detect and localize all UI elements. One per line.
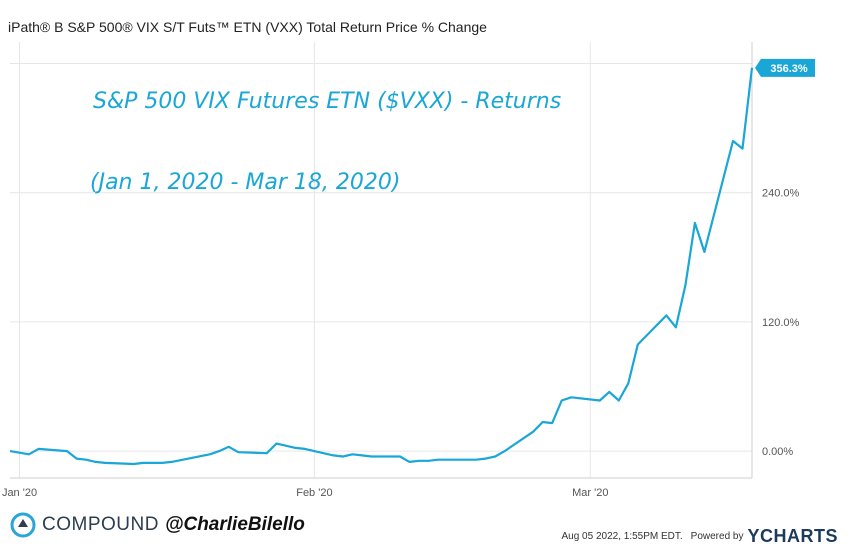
x-tick-label: Jan '20	[2, 487, 37, 499]
y-tick-label: 0.00%	[762, 446, 793, 458]
annotation-line-2: (Jan 1, 2020 - Mar 18, 2020)	[90, 170, 400, 195]
timestamp: Aug 05 2022, 1:55PM EDT.	[561, 531, 683, 542]
compound-branding: COMPOUND @CharlieBilello	[10, 510, 305, 540]
y-tick-label: 120.0%	[762, 317, 800, 329]
ycharts-logo: YCHARTS	[747, 526, 838, 546]
author-handle: @CharlieBilello	[164, 514, 305, 535]
last-value-label: 356.3%	[770, 63, 808, 75]
chart-title: iPath® B S&P 500® VIX S/T Futs™ ETN (VXX…	[8, 19, 487, 35]
series-line	[9, 67, 754, 466]
y-tick-label: 240.0%	[762, 188, 800, 200]
ycharts-footer: Aug 05 2022, 1:55PM EDT. Powered by YCHA…	[561, 526, 838, 547]
annotation-line-1: S&P 500 VIX Futures ETN ($VXX) - Returns	[93, 89, 561, 114]
last-value-badge: 356.3%	[755, 58, 815, 77]
x-tick-label: Mar '20	[572, 487, 608, 499]
compound-logo-icon	[10, 512, 36, 538]
x-tick-label: Feb '20	[296, 487, 332, 499]
grid-lines	[10, 42, 752, 478]
powered-by-text: Powered by	[690, 531, 744, 542]
compound-brand-text: COMPOUND	[42, 514, 159, 535]
axes	[10, 42, 753, 479]
last-value-badge-bg	[755, 58, 815, 77]
series	[9, 67, 754, 466]
